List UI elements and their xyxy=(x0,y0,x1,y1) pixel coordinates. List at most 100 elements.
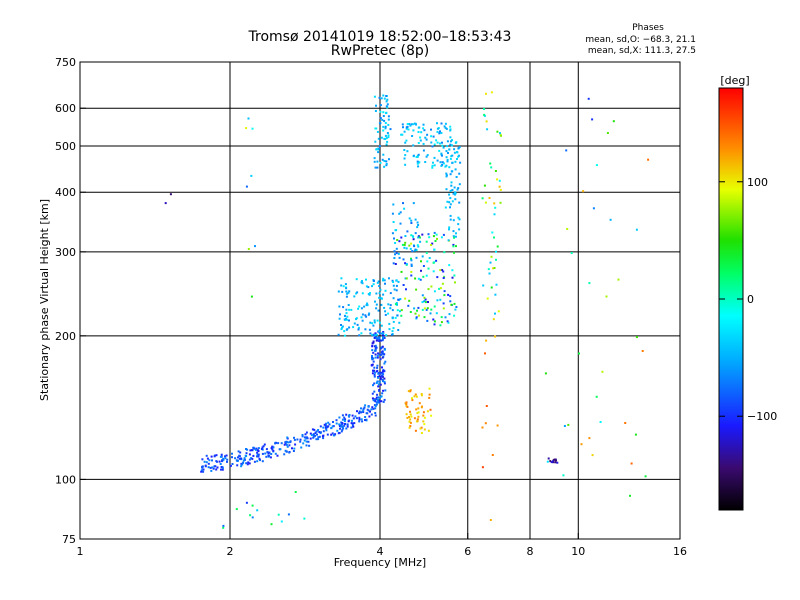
echo-point xyxy=(588,437,591,440)
echo-point xyxy=(452,235,455,238)
echo-point xyxy=(388,328,391,331)
echo-point xyxy=(484,201,487,204)
echo-point xyxy=(319,431,322,434)
echo-point xyxy=(394,263,397,265)
echo-point xyxy=(242,459,245,462)
echo-point xyxy=(451,161,454,164)
echo-point xyxy=(448,228,450,231)
echo-point xyxy=(449,157,452,160)
echo-point xyxy=(276,454,279,457)
echo-point xyxy=(414,312,417,315)
echo-point xyxy=(381,118,384,121)
echo-point xyxy=(221,460,223,463)
echo-point xyxy=(425,274,428,277)
echo-point xyxy=(418,402,421,405)
echo-point xyxy=(338,416,341,419)
echo-point xyxy=(378,336,381,339)
echo-point xyxy=(553,458,556,461)
echo-point xyxy=(246,463,249,466)
echo-point xyxy=(240,465,243,468)
echo-point xyxy=(383,337,386,339)
echo-point xyxy=(406,125,409,128)
echo-point xyxy=(374,405,377,408)
echo-point xyxy=(402,126,404,129)
echo-point xyxy=(371,342,374,345)
echo-point xyxy=(252,446,255,449)
echo-point xyxy=(337,290,340,293)
echo-point xyxy=(447,239,450,242)
echo-point xyxy=(335,419,338,422)
echo-point xyxy=(364,416,367,418)
echo-point xyxy=(245,127,248,130)
echo-point xyxy=(283,443,286,446)
echo-point xyxy=(368,415,371,418)
echo-point xyxy=(229,464,232,467)
echo-point xyxy=(424,161,427,163)
echo-point xyxy=(440,236,443,239)
echo-point xyxy=(212,467,215,470)
echo-point xyxy=(411,235,414,238)
echo-point xyxy=(342,427,345,430)
echo-point xyxy=(580,443,583,446)
echo-point xyxy=(453,151,456,154)
echo-point xyxy=(358,305,361,308)
echo-point xyxy=(372,357,375,360)
echo-point xyxy=(413,245,416,248)
echo-point xyxy=(489,162,492,165)
echo-point xyxy=(283,453,286,456)
echo-point xyxy=(457,216,460,219)
echo-point xyxy=(409,421,412,424)
echo-point xyxy=(260,448,263,450)
echo-point xyxy=(375,303,378,306)
echo-point xyxy=(338,423,341,426)
echo-point xyxy=(382,129,385,132)
echo-point xyxy=(431,242,434,245)
echo-point xyxy=(432,235,435,238)
echo-point xyxy=(382,380,384,383)
echo-point xyxy=(372,283,375,286)
echo-point xyxy=(391,232,394,235)
echo-point xyxy=(345,308,348,311)
echo-point xyxy=(414,248,417,251)
echo-point xyxy=(371,322,374,325)
echo-point xyxy=(435,139,438,142)
echo-point xyxy=(404,141,407,144)
echo-point xyxy=(371,285,373,288)
echo-point xyxy=(417,277,420,280)
echo-point xyxy=(384,310,387,313)
echo-point xyxy=(391,212,394,215)
echo-point xyxy=(382,111,385,114)
echo-point xyxy=(432,161,434,164)
echo-point xyxy=(496,424,499,427)
echo-point xyxy=(211,459,213,462)
echo-point xyxy=(454,308,457,311)
echo-point xyxy=(209,466,212,469)
echo-point xyxy=(451,269,454,272)
echo-point xyxy=(319,425,322,428)
echo-point xyxy=(235,508,238,511)
echo-point xyxy=(340,284,343,287)
echo-point xyxy=(382,400,385,403)
echo-point xyxy=(288,451,291,454)
echo-point xyxy=(384,389,387,392)
echo-point xyxy=(399,310,401,313)
echo-point xyxy=(259,459,261,462)
echo-point xyxy=(492,318,495,321)
echo-point xyxy=(422,265,425,267)
echo-point xyxy=(309,432,312,435)
data-points xyxy=(164,91,650,529)
echo-point xyxy=(284,449,287,452)
echo-point xyxy=(360,411,363,414)
echo-point xyxy=(423,307,426,310)
echo-point xyxy=(206,457,209,460)
echo-point xyxy=(375,401,378,404)
echo-point xyxy=(436,299,439,302)
echo-point xyxy=(376,399,379,401)
echo-point xyxy=(376,364,379,367)
echo-point xyxy=(446,158,449,161)
echo-point xyxy=(420,260,422,263)
echo-point xyxy=(348,326,351,329)
echo-point xyxy=(416,226,419,229)
echo-point xyxy=(412,129,415,132)
echo-point xyxy=(410,123,413,126)
